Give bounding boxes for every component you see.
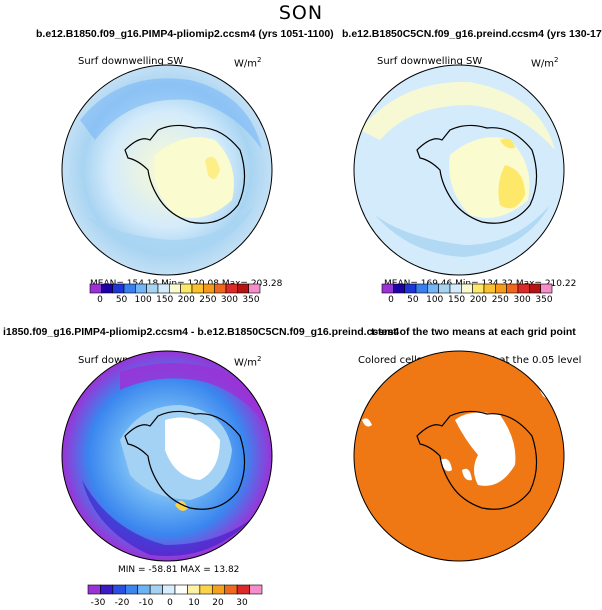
colorbar-swatch — [174, 584, 188, 595]
panel-2-units: W/m2 — [531, 56, 559, 70]
colorbar-swatch — [393, 283, 405, 294]
colorbar-tick-label: 100 — [134, 295, 152, 305]
colorbar-swatch — [187, 584, 201, 595]
panel-1-map-border — [61, 64, 273, 276]
colorbar-swatch — [101, 283, 113, 294]
colorbar-tick-label: 0 — [167, 598, 173, 608]
panel-3-title: i1850.f09_g16.PIMP4-pliomip2.ccsm4 - b.e… — [3, 326, 400, 338]
panel-4-map-border — [353, 350, 565, 562]
colorbar-swatch — [137, 584, 151, 595]
panel-4-title: t-test of the two means at each grid poi… — [371, 326, 576, 338]
colorbar-swatch — [169, 283, 181, 294]
panel-2-variable: Surf downwelling SW — [377, 56, 483, 67]
panel-2-map-border — [353, 64, 565, 276]
panel-4-map — [354, 351, 564, 561]
colorbar-swatch — [381, 283, 394, 294]
colorbar-swatch — [438, 283, 451, 294]
panel-4-coastline — [416, 410, 538, 510]
panel-1-title: b.e12.B1850.f09_g16.PIMP4-pliomip2.ccsm4… — [36, 28, 334, 40]
panel-3-map — [62, 351, 272, 561]
panel-1-map — [62, 65, 272, 275]
panel-2-map — [354, 65, 564, 275]
panel-3-units: W/m2 — [234, 355, 262, 369]
colorbar-swatch — [180, 283, 193, 294]
colorbar-tick-label: 300 — [220, 295, 239, 305]
colorbar-tick-label: 350 — [535, 295, 553, 305]
colorbar-tick-label: 200 — [469, 295, 488, 305]
colorbar-swatch — [404, 283, 417, 294]
colorbar-swatch — [224, 584, 238, 595]
colorbar-tick-label: 30 — [236, 598, 248, 608]
colorbar-swatch — [100, 584, 114, 595]
colorbar-swatch — [135, 283, 147, 294]
colorbar-swatch — [449, 283, 462, 294]
colorbar-swatch — [89, 283, 102, 294]
figure-title: SON — [278, 2, 324, 24]
colorbar-swatch — [203, 283, 215, 294]
panel-1-variable: Surf downwelling SW — [78, 56, 184, 67]
colorbar-tick-label: 50 — [115, 295, 128, 305]
colorbar-swatch — [249, 584, 263, 595]
panel-2-colorbar — [381, 283, 553, 294]
colorbar-swatch — [123, 283, 136, 294]
colorbar-swatch — [191, 283, 204, 294]
colorbar-tick-label: 50 — [407, 295, 419, 305]
colorbar-tick-label: 100 — [426, 295, 444, 305]
colorbar-swatch — [517, 283, 530, 294]
colorbar-swatch — [112, 283, 125, 294]
colorbar-swatch — [124, 584, 139, 595]
panel-2-coastline — [416, 124, 538, 224]
panel-2-title: b.e12.B1850C5CN.f09_g16.preind.ccsm4 (yr… — [342, 28, 602, 40]
colorbar-tick-label: -30 — [90, 598, 106, 608]
colorbar-swatch — [199, 584, 213, 595]
colorbar-swatch — [415, 283, 428, 294]
colorbar-swatch — [211, 584, 226, 595]
panel-3-map-border — [61, 350, 273, 562]
colorbar-tick-label: -10 — [138, 598, 154, 608]
colorbar-swatch — [506, 283, 519, 294]
colorbar-swatch — [112, 584, 126, 595]
colorbar-swatch — [529, 283, 541, 294]
colorbar-swatch — [214, 283, 227, 294]
colorbar-swatch — [236, 584, 250, 595]
colorbar-tick-label: 250 — [199, 295, 217, 305]
panel-1-units: W/m2 — [234, 56, 262, 70]
colorbar-swatch — [495, 283, 507, 294]
colorbar-tick-label: 150 — [156, 295, 174, 305]
panel-3-colorbar — [87, 584, 263, 595]
colorbar-swatch — [427, 283, 439, 294]
colorbar-tick-label: 250 — [491, 295, 509, 305]
colorbar-swatch — [472, 283, 485, 294]
colorbar-swatch — [157, 283, 170, 294]
colorbar-swatch — [237, 283, 249, 294]
colorbar-swatch — [162, 584, 176, 595]
panel-1-colorbar — [89, 283, 261, 294]
panel-3-coastline — [124, 410, 246, 510]
colorbar-swatch — [149, 584, 163, 595]
colorbar-swatch — [248, 283, 261, 294]
panel-1-coastline — [124, 124, 246, 224]
colorbar-swatch — [225, 283, 238, 294]
colorbar-tick-label: 0 — [97, 295, 103, 305]
colorbar-swatch — [87, 584, 101, 595]
colorbar-swatch — [461, 283, 473, 294]
colorbar-tick-label: 150 — [447, 295, 466, 305]
colorbar-tick-label: 10 — [188, 598, 200, 608]
colorbar-swatch — [146, 283, 159, 294]
panel-3-stats: MIN = -58.81 MAX = 13.82 — [118, 565, 240, 575]
colorbar-tick-label: 0 — [388, 295, 394, 305]
colorbar-tick-label: 200 — [177, 295, 195, 305]
colorbar-swatch — [483, 283, 496, 294]
colorbar-tick-label: 350 — [242, 295, 260, 305]
colorbar-tick-label: 20 — [212, 598, 224, 608]
colorbar-tick-label: 300 — [513, 295, 531, 305]
colorbar-swatch — [540, 283, 553, 294]
colorbar-tick-label: -20 — [114, 598, 130, 608]
